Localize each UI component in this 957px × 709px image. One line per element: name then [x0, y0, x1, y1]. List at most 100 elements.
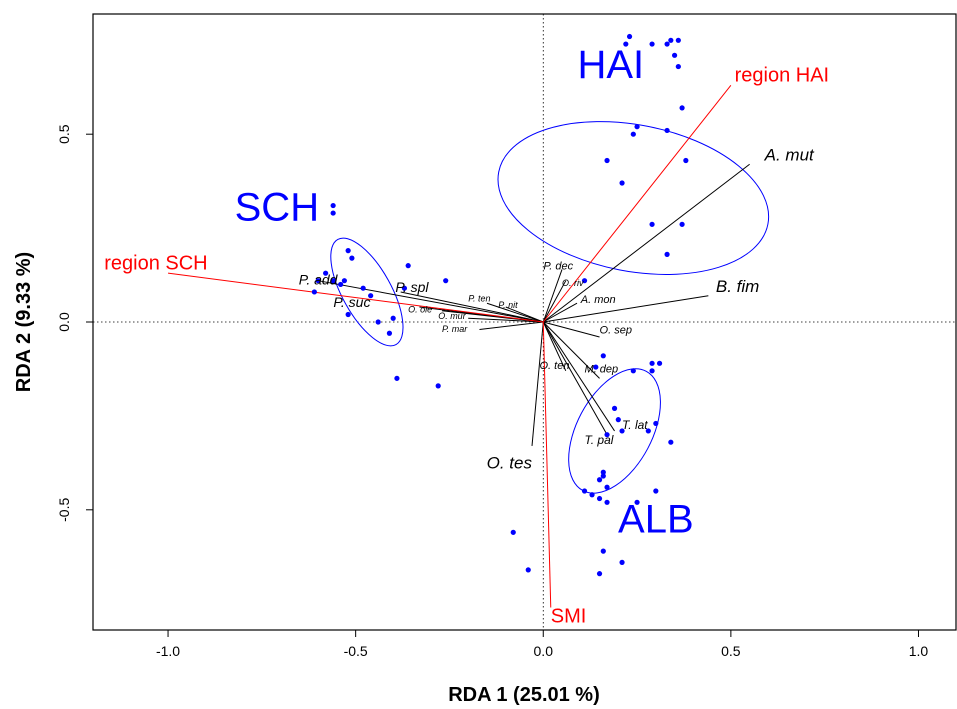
site-point [368, 293, 374, 299]
species-label-o-sep: O. sep [600, 324, 632, 336]
region-arrow-smi [542, 321, 552, 608]
site-point [405, 263, 411, 269]
site-point [623, 41, 629, 47]
species-label-m-dep: M. dep [585, 364, 619, 376]
species-label-p-ten: P. ten [468, 293, 490, 303]
species-arrow-a-mut [542, 163, 750, 323]
site-point [664, 41, 670, 47]
site-point [619, 180, 625, 186]
x-axis-title: RDA 1 (25.01 %) [448, 684, 600, 706]
site-point [630, 368, 636, 374]
site-points [311, 33, 689, 577]
site-point [401, 285, 408, 291]
site-point [604, 499, 610, 505]
species-label-o-ten: O. ten [540, 360, 570, 372]
species-label-p-mar: P. mar [442, 324, 468, 334]
group-label-sch: SCH [235, 186, 319, 230]
species-arrow-p-nit [505, 306, 544, 323]
site-point [679, 221, 685, 227]
species-arrow-o-mur [468, 317, 544, 323]
site-point [604, 432, 610, 438]
site-point [649, 41, 655, 47]
site-point [315, 278, 321, 284]
x-tick-label: 1.0 [909, 643, 929, 659]
site-point [596, 477, 603, 483]
arrow-labels: A. mut B. fim O. tes P. add P. spl P. suc P. d… [104, 65, 829, 628]
region-label-region-sch: region SCH [104, 252, 207, 274]
site-point [619, 428, 625, 434]
species-arrow-a-mon [543, 302, 578, 323]
species-arrow-o-riv [542, 280, 567, 323]
species-label-o-riv: O. riv [562, 278, 584, 288]
site-point [390, 315, 396, 321]
species-label-p-dec: P. dec [543, 260, 573, 272]
site-point [671, 52, 678, 58]
site-point [668, 37, 674, 43]
site-point [338, 281, 344, 288]
species-arrows [318, 163, 750, 446]
species-label-p-spl: P. spl [395, 279, 429, 295]
site-point [435, 383, 441, 389]
species-label-t-lat: T. lat [622, 418, 648, 432]
region-label-region-hai: region HAI [735, 65, 830, 87]
site-point [630, 131, 636, 137]
group-label-alb: ALB [618, 497, 694, 541]
site-point [375, 319, 381, 325]
region-arrow-region-sch [167, 272, 544, 323]
y-tick-label: 0.5 [56, 124, 72, 144]
species-label-b-fim: B. fim [716, 277, 759, 296]
species-arrow-o-ten [542, 321, 567, 372]
species-label-p-nit: P. nit [498, 300, 518, 310]
species-label-p-add: P. add [299, 271, 339, 287]
site-point [683, 157, 689, 164]
site-point [600, 473, 606, 479]
x-tick-label: 0.5 [721, 643, 741, 659]
site-point [615, 417, 621, 423]
site-point [349, 255, 355, 261]
site-point [596, 571, 603, 577]
x-tick-label: -1.0 [156, 643, 180, 659]
site-point [649, 360, 655, 366]
site-point [443, 278, 449, 284]
x-tick-label: -0.5 [344, 643, 368, 659]
species-arrow-b-fim [543, 295, 709, 323]
species-arrow-p-add [318, 280, 544, 323]
site-point [645, 428, 651, 434]
region-label-smi: SMI [551, 605, 587, 627]
site-point [311, 289, 317, 295]
site-point [653, 488, 659, 494]
species-arrow-p-mar [479, 321, 544, 331]
site-point [330, 210, 336, 216]
ellipse-hai [497, 121, 770, 275]
species-arrow-o-tes [531, 321, 544, 446]
x-tick-label: 0.0 [534, 643, 554, 659]
species-label-t-pal: T. pal [585, 433, 614, 447]
site-point [664, 127, 670, 134]
site-point [596, 495, 603, 502]
site-point [604, 157, 610, 164]
site-point [600, 548, 606, 554]
site-point [675, 63, 681, 70]
species-arrow-t-lat [542, 321, 615, 432]
ellipse-sch [330, 237, 404, 347]
site-point [604, 484, 610, 490]
group-label-hai: HAI [577, 43, 644, 87]
site-point [581, 488, 588, 494]
site-point [525, 567, 531, 573]
site-point [581, 278, 588, 284]
site-point [649, 368, 655, 374]
site-point [323, 270, 329, 276]
site-point [668, 439, 674, 445]
species-arrow-o-sep [543, 321, 600, 338]
species-arrow-p-spl [400, 291, 544, 323]
site-point [510, 529, 516, 535]
species-label-o-ole: O. ole [408, 305, 432, 315]
site-point [675, 37, 681, 43]
site-point [360, 285, 366, 291]
site-point [341, 278, 347, 284]
site-point [345, 248, 351, 254]
y-axis-title: RDA 2 (9.33 %) [13, 252, 35, 392]
site-point [634, 499, 640, 505]
site-point [330, 278, 336, 284]
site-point [386, 330, 393, 336]
